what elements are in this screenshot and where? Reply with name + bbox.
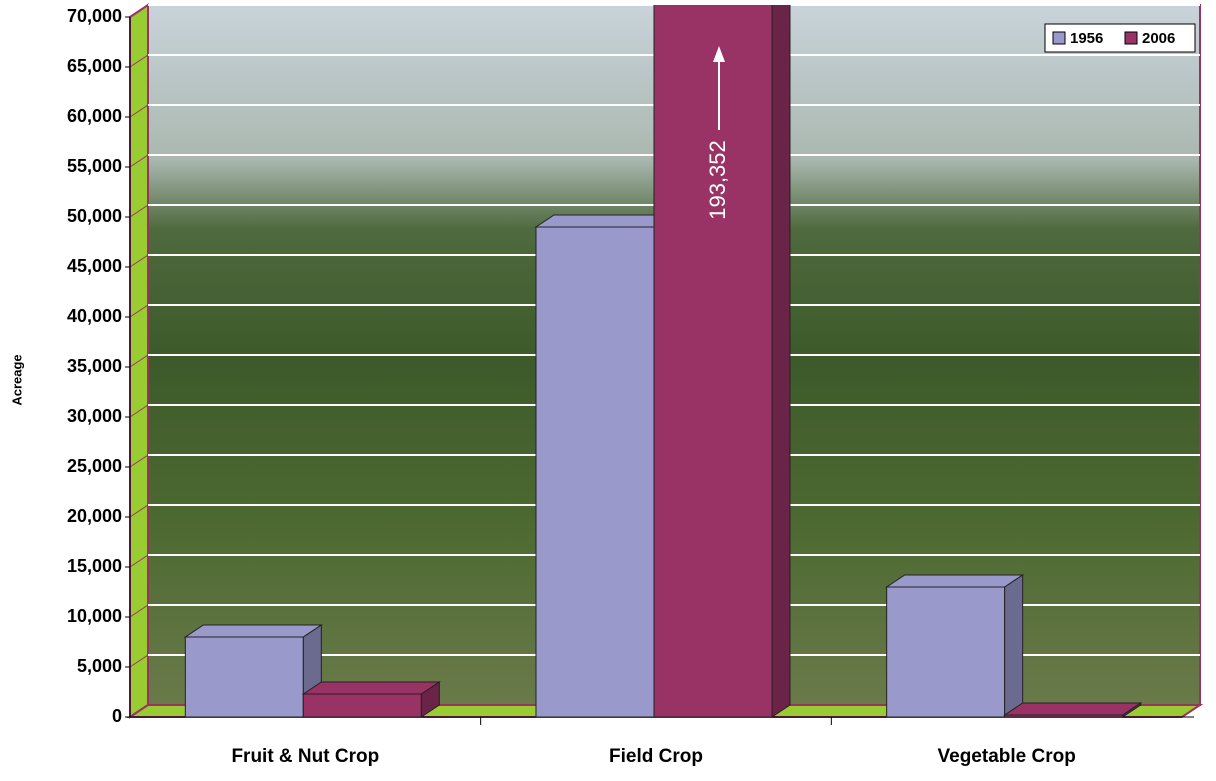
y-tick-label: 60,000 [67, 106, 122, 126]
y-tick-label: 5,000 [77, 656, 122, 676]
bar-top [301, 681, 441, 695]
y-tick-label: 20,000 [67, 506, 122, 526]
y-tick-label: 30,000 [67, 406, 122, 426]
bar-side [771, 5, 791, 718]
grid-line-side [129, 554, 149, 568]
grid-line-side [129, 4, 149, 18]
x-tick-label: Field Crop [609, 746, 703, 767]
legend-swatch [1052, 31, 1066, 45]
x-tick-label: Fruit & Nut Crop [231, 746, 379, 767]
y-axis-label: Acreage [9, 354, 24, 405]
x-tick-label: Vegetable Crop [938, 746, 1076, 767]
y-tick-label: 0 [112, 706, 122, 726]
bar-top [534, 214, 674, 228]
y-tick-label: 35,000 [67, 356, 122, 376]
grid-line-side [129, 604, 149, 618]
y-tick-label: 70,000 [67, 6, 122, 26]
bar [302, 693, 422, 718]
legend-swatch [1124, 31, 1138, 45]
grid-line-side [129, 454, 149, 468]
bar-side [1004, 574, 1024, 718]
y-tick-label: 25,000 [67, 456, 122, 476]
y-tick-label: 50,000 [67, 206, 122, 226]
grid-line-side [129, 254, 149, 268]
y-tick-label: 10,000 [67, 606, 122, 626]
grid-line-side [129, 104, 149, 118]
bar-top [885, 574, 1025, 588]
y-tick-label: 45,000 [67, 256, 122, 276]
grid-line-side [129, 204, 149, 218]
bar-top [1003, 702, 1143, 716]
bar [535, 226, 655, 718]
grid-line-side [129, 154, 149, 168]
arrow-head [713, 46, 725, 62]
y-tick-label: 15,000 [67, 556, 122, 576]
bars [183, 5, 1143, 718]
legend-label: 1956 [1070, 30, 1103, 47]
grid-line-side [129, 654, 149, 668]
bar [184, 636, 304, 718]
legend-label: 2006 [1142, 30, 1175, 47]
grid-line-side [129, 504, 149, 518]
grid-line-side [129, 54, 149, 68]
bar [653, 5, 773, 718]
legend-box [1044, 23, 1196, 53]
bar [886, 586, 1006, 718]
grid-line-side [129, 354, 149, 368]
bar-side [1122, 702, 1142, 718]
grid-line-side [129, 404, 149, 418]
y-tick-label: 55,000 [67, 156, 122, 176]
grid-line-side [129, 304, 149, 318]
bar-side [420, 681, 440, 718]
bar-top [183, 624, 323, 638]
y-tick-label: 40,000 [67, 306, 122, 326]
value-label: 193,352 [705, 140, 730, 220]
y-tick-label: 65,000 [67, 56, 122, 76]
